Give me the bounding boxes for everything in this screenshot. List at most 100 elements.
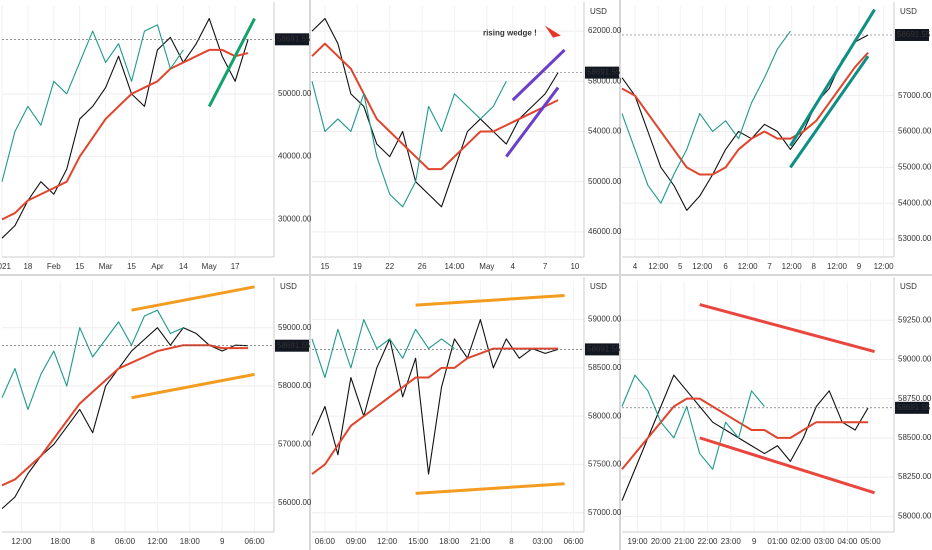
y-tick-label: 58750.00	[898, 394, 932, 403]
x-tick-label: 2021	[0, 262, 11, 271]
price-label: 58691.55	[587, 68, 621, 77]
price-box	[585, 66, 619, 79]
x-tick-label: 02:00	[791, 537, 812, 546]
x-tick-label: 5	[678, 262, 683, 271]
x-tick-label: 15	[75, 262, 84, 271]
trendline	[789, 55, 870, 169]
trendline	[699, 436, 876, 495]
y-tick-label: 46000.00	[588, 227, 622, 236]
y-tick-label: 58000.00	[588, 76, 622, 85]
x-tick-label: 06:00	[315, 537, 336, 546]
price-box	[275, 339, 309, 352]
price-box	[895, 401, 929, 414]
y-tick-label: 30000.00	[278, 214, 312, 223]
y-tick-label: 58500.00	[898, 433, 932, 442]
x-tick-label: 23:00	[721, 537, 742, 546]
x-tick-label: May	[479, 262, 494, 271]
y-tick-label: 50000.00	[588, 177, 622, 186]
y-tick-label: 53000.00	[898, 234, 932, 243]
x-tick-label: Apr	[151, 262, 164, 271]
x-tick-label: 15	[127, 262, 136, 271]
trendline	[415, 293, 565, 307]
x-tick-label: May	[202, 262, 217, 271]
x-tick-label: 8	[509, 537, 514, 546]
y-tick-label: 57000.00	[588, 508, 622, 517]
x-tick-label: 12:00	[827, 262, 848, 271]
price-box	[275, 33, 309, 46]
x-tick-label: Mar	[99, 262, 113, 271]
price-label: 58691.55	[277, 34, 311, 43]
x-tick-label: 8	[90, 537, 95, 546]
x-tick-label: 12:00	[147, 537, 168, 546]
y-tick-label: 59000.00	[278, 323, 312, 332]
x-tick-label: 01:00	[767, 537, 788, 546]
y-tick-label: 59000.00	[898, 355, 932, 364]
x-tick-label: Feb	[47, 262, 61, 271]
annotation: rising wedge !	[483, 29, 537, 38]
x-tick-label: 14:00	[444, 262, 465, 271]
x-tick-label: 17	[231, 262, 240, 271]
x-tick-label: 8	[811, 262, 816, 271]
x-tick-label: 18	[23, 262, 32, 271]
series-line	[1, 24, 184, 182]
x-tick-label: 18:00	[50, 537, 71, 546]
x-tick-label: 03:00	[814, 537, 835, 546]
y-tick-label: 62000.00	[588, 26, 622, 35]
trendline	[699, 303, 875, 354]
x-tick-label: 26	[418, 262, 427, 271]
x-tick-label: 18:00	[180, 537, 201, 546]
trendline	[131, 285, 255, 312]
x-tick-label: 6	[723, 262, 728, 271]
axis-unit: USD	[900, 7, 917, 16]
series-line	[1, 309, 184, 410]
price-label: 58691.55	[277, 341, 311, 350]
series-line	[621, 30, 791, 204]
trendline	[207, 17, 256, 108]
x-tick-label: 06:00	[564, 537, 585, 546]
x-tick-label: 7	[543, 262, 548, 271]
x-tick-label: 15	[320, 262, 329, 271]
price-label: 58691.55	[897, 403, 931, 412]
y-tick-label: 57000.00	[278, 440, 312, 449]
annotation-arrow	[544, 25, 561, 38]
x-tick-label: 21:00	[470, 537, 491, 546]
x-tick-label: 03:00	[533, 537, 554, 546]
y-tick-label: 59000.00	[588, 315, 622, 324]
axis-unit: USD	[590, 7, 607, 16]
x-tick-label: 4	[511, 262, 516, 271]
x-tick-label: 9	[220, 537, 225, 546]
x-tick-label: 12:00	[648, 262, 669, 271]
x-tick-label: 9	[752, 537, 757, 546]
x-tick-label: 06:00	[245, 537, 266, 546]
x-tick-label: 20:00	[651, 537, 672, 546]
series-line	[311, 319, 559, 475]
series-line	[1, 344, 249, 487]
x-tick-label: 12:00	[377, 537, 398, 546]
y-tick-label: 40000.00	[278, 152, 312, 161]
trendline	[505, 86, 560, 158]
y-tick-label: 58000.00	[278, 381, 312, 390]
series-line	[621, 34, 869, 211]
x-tick-label: 7	[767, 262, 772, 271]
series-line	[1, 48, 249, 221]
y-tick-label: 57000.00	[898, 91, 932, 100]
trendline	[789, 8, 876, 147]
x-tick-label: 15:00	[408, 537, 429, 546]
price-box	[585, 343, 619, 356]
series-line	[621, 374, 869, 501]
x-tick-label: 12:00	[11, 537, 32, 546]
axis-unit: USD	[280, 282, 297, 291]
x-tick-label: 4	[633, 262, 638, 271]
series-line	[1, 18, 249, 239]
x-tick-label: 06:00	[115, 537, 136, 546]
y-tick-label: 58000.00	[898, 511, 932, 520]
series-line	[311, 347, 559, 475]
series-line	[621, 51, 869, 176]
x-tick-label: 09:00	[346, 537, 367, 546]
y-tick-label: 54000.00	[898, 198, 932, 207]
series-line	[621, 397, 869, 470]
y-tick-label: 55000.00	[898, 162, 932, 171]
x-tick-label: 9	[857, 262, 862, 271]
x-tick-label: 12:00	[738, 262, 759, 271]
